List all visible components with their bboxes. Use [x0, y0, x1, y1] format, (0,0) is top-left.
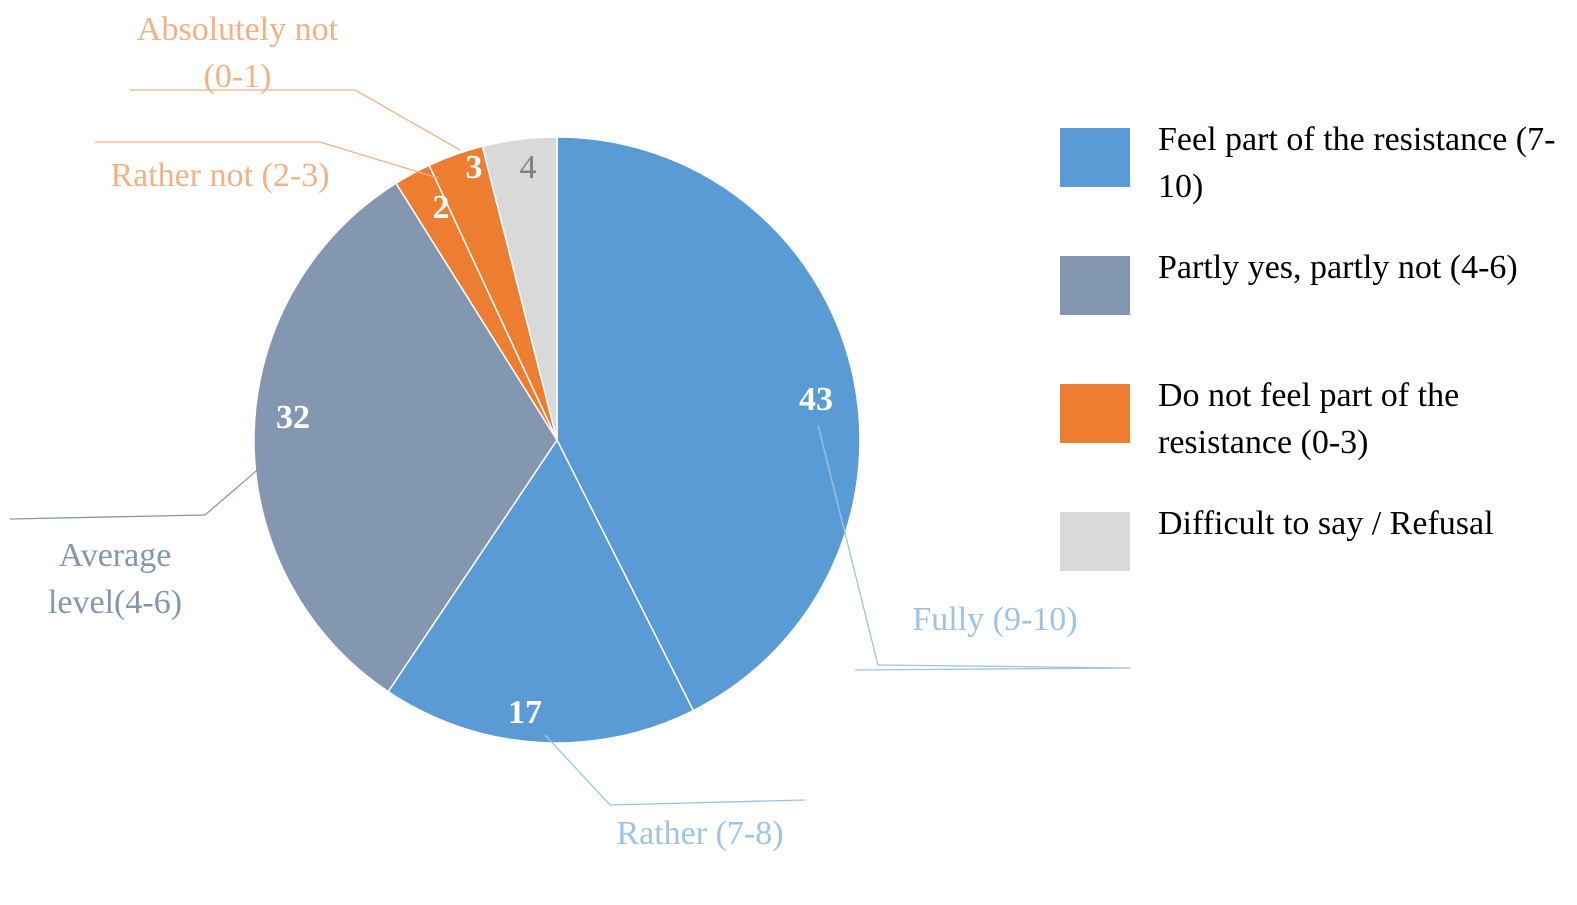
pie-slice	[556, 136, 861, 712]
category-label: Rather not (2-3)	[110, 157, 330, 194]
data-label: 17	[508, 694, 542, 731]
leader-line	[130, 89, 461, 151]
category-label: Average level(4-6)	[47, 537, 183, 621]
data-label: 32	[276, 399, 310, 436]
data-label: 43	[799, 381, 833, 418]
category-label: Fully (9-10)	[912, 601, 1078, 638]
data-label: 3	[466, 149, 483, 186]
category-label: Absolutely not (0-1)	[136, 11, 339, 95]
pie-slice	[387, 438, 695, 744]
data-label: 2	[433, 189, 450, 226]
category-label: Rather (7-8)	[616, 815, 784, 852]
leader-line	[817, 424, 1131, 671]
legend-swatch	[1060, 256, 1130, 315]
pie-slice	[481, 136, 558, 441]
legend-label: Partly yes, partly not (4-6)	[1158, 249, 1518, 286]
legend-label: Do not feel part of the resistance (0-3)	[1158, 377, 1460, 461]
data-label: 4	[520, 149, 537, 186]
legend-swatch	[1060, 128, 1130, 187]
leader-line	[544, 734, 806, 806]
legend-label: Difficult to say / Refusal	[1158, 505, 1494, 542]
legend-label: Feel part of the resistance (7-10)	[1158, 121, 1556, 205]
legend-swatch	[1060, 512, 1130, 571]
pie-slice	[253, 182, 558, 693]
legend-swatch	[1060, 384, 1130, 443]
leader-line	[9, 441, 291, 520]
leader-line	[95, 141, 439, 179]
